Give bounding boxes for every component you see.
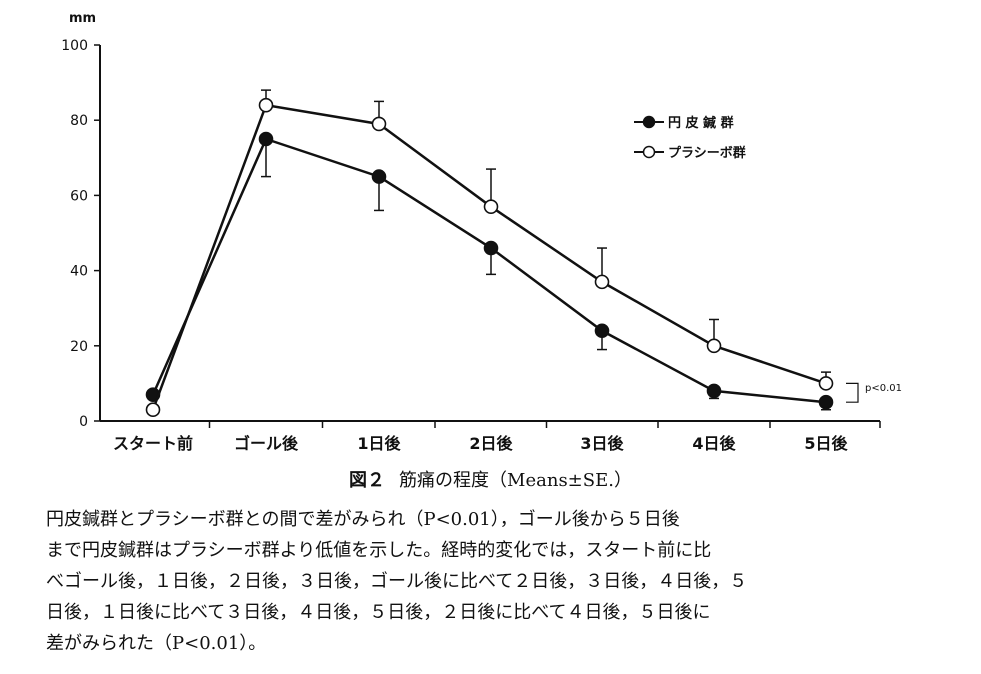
data-point <box>818 376 834 391</box>
data-point <box>371 116 387 132</box>
y-tick-label: 60 <box>70 188 88 204</box>
x-tick-label: 1日後 <box>357 434 401 453</box>
y-axis-ticks: 0 20 40 60 80 100 <box>61 38 100 430</box>
series-0 <box>145 131 834 411</box>
body-line: まで円皮鍼群はプラシーボ群より低値を示した。経時的変化では，スタート前に比 <box>46 540 712 561</box>
series-line <box>151 137 827 404</box>
x-tick-label: 2日後 <box>469 434 513 453</box>
body-line: 円皮鍼群とプラシーボ群との間で差がみられ（P<0.01），ゴール後から５日後 <box>46 509 680 530</box>
body-line: べゴール後，１日後，２日後，３日後，ゴール後に比べて２日後，３日後，４日後，５ <box>46 571 748 592</box>
significance-annotation: p<0.01 <box>846 382 902 403</box>
data-point <box>371 169 387 184</box>
y-tick-label: 100 <box>61 38 88 54</box>
data-point <box>145 402 161 418</box>
x-axis-ticks: スタート前 ゴール後 1日後 2日後 3日後 4日後 5日後 <box>113 421 881 453</box>
body-paragraph: 円皮鍼群とプラシーボ群との間で差がみられ（P<0.01），ゴール後から５日後 ま… <box>46 504 926 659</box>
data-point <box>258 97 274 113</box>
significance-label: p<0.01 <box>865 383 902 394</box>
figure-label: 図２ <box>349 470 386 491</box>
data-point <box>706 383 722 399</box>
x-tick-label: ゴール後 <box>234 434 299 453</box>
chart-series <box>145 89 834 418</box>
data-point <box>706 338 722 354</box>
figure-caption: 図２ 筋痛の程度（Means±SE.） <box>0 466 981 492</box>
data-point <box>594 274 610 290</box>
y-tick-label: 0 <box>79 414 88 430</box>
figure-caption-text: 筋痛の程度（Means±SE.） <box>399 470 632 491</box>
x-tick-label: 4日後 <box>692 434 736 453</box>
legend-label: プラシーボ群 <box>668 145 746 161</box>
data-point <box>818 394 834 410</box>
x-tick-label: 3日後 <box>580 434 624 453</box>
series-1 <box>145 89 834 418</box>
x-tick-label: 5日後 <box>804 434 848 453</box>
body-line: 差がみられた（P<0.01）。 <box>46 633 267 654</box>
legend-label: 円 皮 鍼 群 <box>668 115 734 131</box>
muscle-pain-line-chart: mm 0 20 40 60 80 100 スタート前 ゴール後 1日後 2日後 3日後 4日後 5日後… <box>61 11 902 453</box>
x-tick-label: スタート前 <box>113 434 193 453</box>
data-point <box>594 323 610 339</box>
legend-marker <box>642 145 656 159</box>
data-point <box>483 199 499 214</box>
body-line: 日後，１日後に比べて３日後，４日後，５日後，２日後に比べて４日後，５日後に <box>46 602 711 623</box>
y-tick-label: 40 <box>70 264 88 280</box>
data-point <box>483 240 499 256</box>
data-point <box>258 131 274 147</box>
y-tick-label: 80 <box>70 113 88 129</box>
legend-marker <box>642 115 656 129</box>
significance-bracket <box>846 382 859 403</box>
y-axis-unit-label: mm <box>69 11 96 26</box>
y-tick-label: 20 <box>70 339 88 355</box>
chart-axes: mm <box>69 11 880 422</box>
